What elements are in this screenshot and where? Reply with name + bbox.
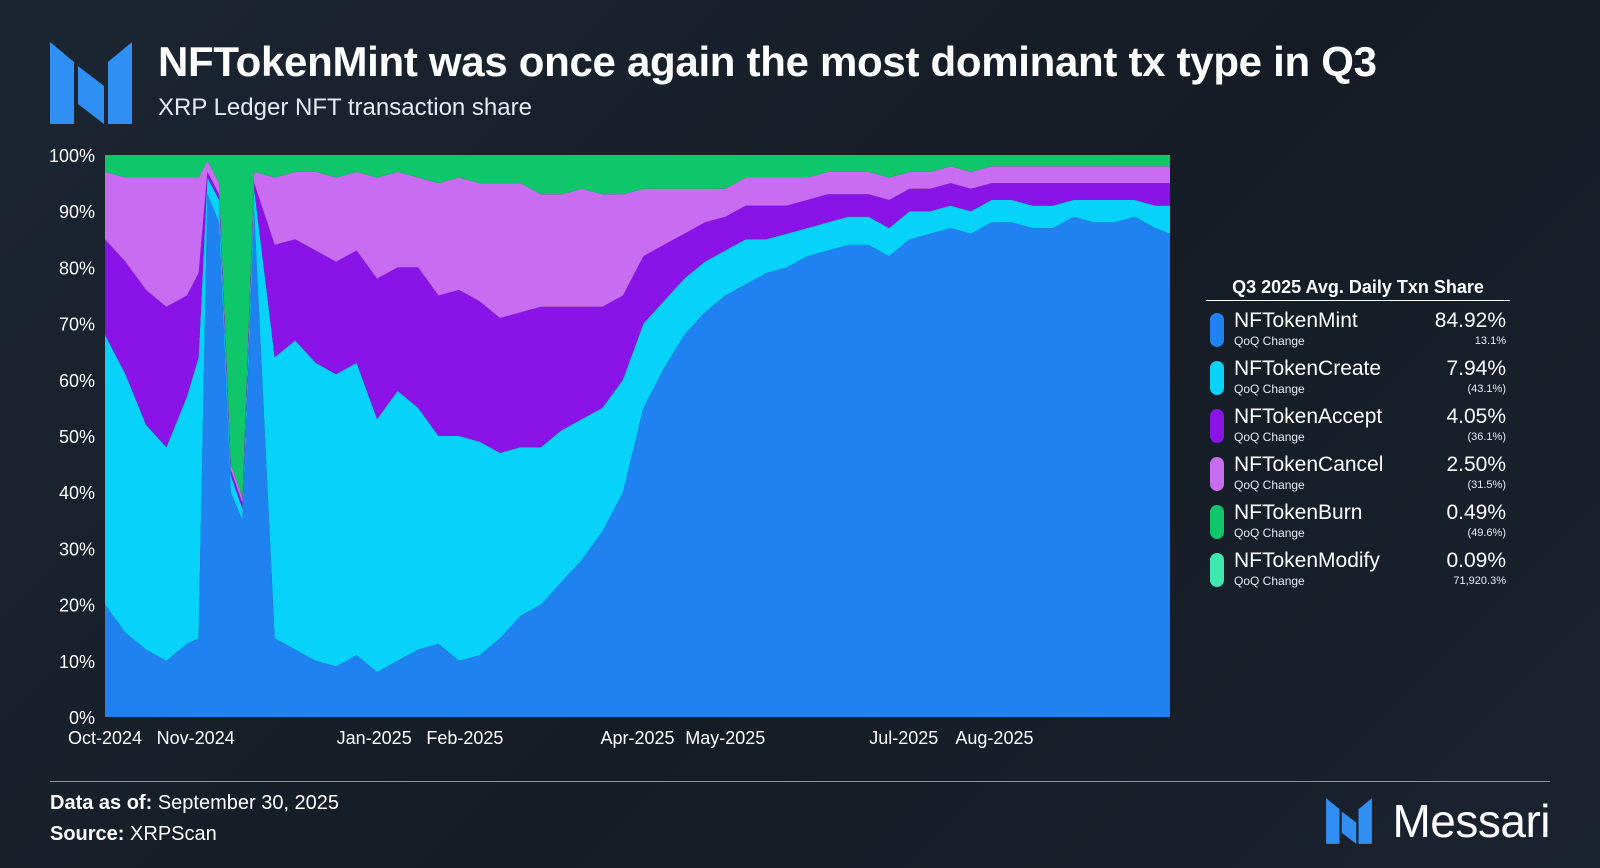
- legend-name: NFTokenAccept: [1234, 405, 1383, 428]
- x-tick-label: Apr-2025: [600, 728, 674, 748]
- x-tick-label: Jul-2025: [869, 728, 938, 748]
- legend-qoq-label: QoQ Change: [1234, 382, 1305, 396]
- source-label: Source:: [50, 823, 125, 845]
- messari-logo-icon: [50, 42, 132, 124]
- legend-item-nftokencancel: NFTokenCancel QoQ Change 2.50% (31.5%): [1206, 451, 1510, 499]
- x-tick-label: Nov-2024: [157, 728, 235, 748]
- source: Source: XRPScan: [50, 823, 217, 846]
- area-series-nftokenmint: [105, 194, 1170, 718]
- legend-item-nftokenmodify: NFTokenModify QoQ Change 0.09% 71,920.3%: [1206, 547, 1510, 595]
- legend-swatch: [1210, 313, 1224, 347]
- chart-title: NFTokenMint was once again the most domi…: [158, 38, 1377, 85]
- y-tick-label: 20%: [59, 596, 95, 616]
- legend-swatch: [1210, 457, 1224, 491]
- legend-qoq-label: QoQ Change: [1234, 478, 1305, 492]
- y-tick-label: 50%: [59, 427, 95, 447]
- data-as-of: Data as of: September 30, 2025: [50, 792, 339, 815]
- legend-qoq-change: (49.6%): [1467, 527, 1506, 539]
- footer-divider: [50, 781, 1550, 782]
- legend-qoq-label: QoQ Change: [1234, 430, 1305, 444]
- y-tick-label: 60%: [59, 371, 95, 391]
- legend-name: NFTokenMint: [1234, 309, 1358, 332]
- data-as-of-value: September 30, 2025: [157, 792, 340, 814]
- chart-subtitle: XRP Ledger NFT transaction share: [158, 94, 532, 121]
- legend-qoq-label: QoQ Change: [1234, 334, 1305, 348]
- x-tick-label: Jan-2025: [337, 728, 412, 748]
- legend-qoq-change: 71,920.3%: [1453, 575, 1506, 587]
- legend-title: Q3 2025 Avg. Daily Txn Share: [1206, 277, 1510, 301]
- legend-item-nftokenburn: NFTokenBurn QoQ Change 0.49% (49.6%): [1206, 499, 1510, 547]
- area-series-nftokencancel: [105, 160, 1170, 504]
- legend-item-nftokenmint: NFTokenMint QoQ Change 84.92% 13.1%: [1206, 307, 1510, 355]
- legend-name: NFTokenCreate: [1234, 357, 1382, 380]
- legend-name: NFTokenModify: [1234, 549, 1380, 572]
- legend-swatch: [1210, 361, 1224, 395]
- y-tick-label: 90%: [59, 202, 95, 222]
- source-value: XRPScan: [130, 823, 217, 845]
- legend-name: NFTokenBurn: [1234, 501, 1363, 524]
- x-axis: Oct-2024 Nov-2024 Jan-2025 Feb-2025 Apr-2025…: [68, 728, 1034, 748]
- legend-qoq-change: 13.1%: [1474, 335, 1506, 347]
- legend-value: 0.49%: [1446, 501, 1506, 524]
- legend: Q3 2025 Avg. Daily Txn Share NFTokenMint…: [1206, 277, 1510, 595]
- legend-swatch: [1210, 409, 1224, 443]
- legend-value: 4.05%: [1446, 405, 1506, 428]
- legend-value: 7.94%: [1446, 357, 1506, 380]
- y-tick-label: 100%: [49, 146, 95, 166]
- brand-name: Messari: [1392, 795, 1550, 847]
- data-as-of-label: Data as of:: [50, 792, 153, 814]
- y-tick-label: 10%: [59, 652, 95, 672]
- y-tick-label: 70%: [59, 315, 95, 335]
- legend-qoq-label: QoQ Change: [1234, 574, 1305, 588]
- y-tick-label: 40%: [59, 483, 95, 503]
- legend-items: NFTokenMint QoQ Change 84.92% 13.1% NFTo…: [1206, 307, 1510, 595]
- legend-value: 2.50%: [1446, 453, 1506, 476]
- legend-qoq-label: QoQ Change: [1234, 526, 1305, 540]
- x-tick-label: May-2025: [685, 728, 765, 748]
- legend-swatch: [1210, 553, 1224, 587]
- legend-value: 84.92%: [1434, 309, 1506, 332]
- legend-qoq-change: (43.1%): [1467, 383, 1506, 395]
- x-tick-label: Oct-2024: [68, 728, 142, 748]
- brand-logo: Messari: [1324, 795, 1550, 847]
- area-series-nftokenaccept: [105, 171, 1170, 510]
- legend-item-nftokenaccept: NFTokenAccept QoQ Change 4.05% (36.1%): [1206, 403, 1510, 451]
- y-tick-label: 0%: [69, 708, 95, 728]
- area-series-nftokencreate: [105, 177, 1170, 672]
- messari-logo-icon: [1326, 798, 1373, 844]
- x-tick-label: Aug-2025: [955, 728, 1033, 748]
- y-tick-label: 30%: [59, 539, 95, 559]
- y-axis: 0% 10% 20% 30% 40% 50% 60% 70% 80% 90% 100%: [49, 146, 95, 728]
- legend-item-nftokencreate: NFTokenCreate QoQ Change 7.94% (43.1%): [1206, 355, 1510, 403]
- legend-qoq-change: (36.1%): [1467, 431, 1506, 443]
- legend-value: 0.09%: [1446, 549, 1506, 572]
- legend-name: NFTokenCancel: [1234, 453, 1384, 476]
- y-tick-label: 80%: [59, 258, 95, 278]
- legend-swatch: [1210, 505, 1224, 539]
- x-tick-label: Feb-2025: [426, 728, 503, 748]
- area-series-group: [105, 155, 1170, 718]
- legend-qoq-change: (31.5%): [1467, 479, 1506, 491]
